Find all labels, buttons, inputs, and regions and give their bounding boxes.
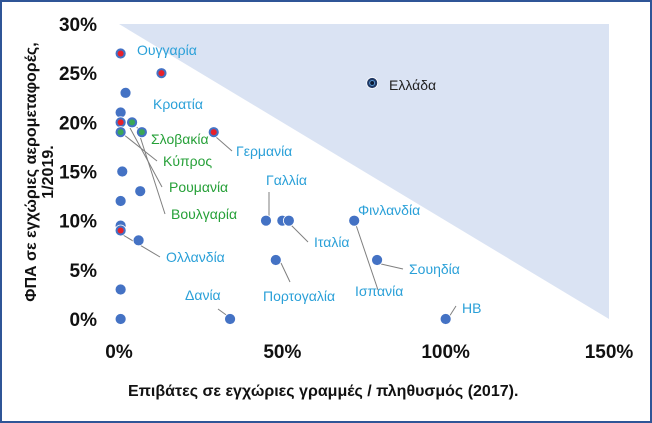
point-label: Πορτογαλία [263, 288, 335, 304]
leader-line [136, 126, 166, 215]
point-label: Κύπρος [163, 153, 212, 169]
data-point [224, 313, 236, 325]
data-point [119, 86, 132, 99]
data-point [114, 313, 127, 325]
data-point [114, 106, 127, 119]
data-point [282, 214, 295, 227]
data-point [114, 195, 127, 207]
y-tick-label: 30% [59, 15, 97, 36]
leader-line [280, 262, 291, 283]
point-label: Κροατία [153, 96, 203, 112]
data-point [114, 283, 127, 296]
x-tick-label: 50% [263, 342, 301, 363]
leader-line [129, 127, 163, 188]
point-label: Ελλάδα [389, 77, 436, 93]
point-label: Γαλλία [266, 172, 307, 188]
data-point-inner [210, 129, 217, 136]
point-label: Ιταλία [314, 234, 350, 250]
leader-line [215, 136, 233, 152]
point-label: Ολλανδία [166, 249, 225, 265]
leader-line [122, 234, 161, 258]
point-labels: Ουγγαρία Κροατία Ελλάδα Σλοβακία Κύπρος Ρουμα… [137, 42, 481, 316]
x-tick-labels: 0% 50% 100% 150% [105, 342, 633, 363]
data-point-inner [138, 129, 145, 136]
leader-lines [122, 126, 457, 318]
point-label: Δανία [185, 287, 221, 303]
point-label: Ουγγαρία [137, 42, 197, 58]
data-point [269, 254, 282, 266]
x-axis-title: Επιβάτες σε εγχώριες γραμμές / πληθυσμός… [128, 383, 518, 400]
shaded-region [119, 24, 609, 319]
leader-line [448, 305, 457, 318]
y-tick-label: 5% [70, 261, 98, 282]
data-point [371, 254, 383, 266]
data-point [116, 165, 129, 178]
y-tick-labels: 0% 5% 10% 15% 20% 25% 30% [59, 15, 97, 331]
y-tick-label: 10% [59, 212, 97, 233]
data-point [132, 234, 145, 247]
data-point-inner [129, 119, 136, 126]
data-point-inner [117, 129, 124, 136]
data-point [348, 214, 361, 227]
point-label: Ρουμανία [169, 179, 228, 195]
y-tick-label: 25% [59, 64, 97, 85]
data-point [134, 185, 147, 198]
point-label: Φινλανδία [358, 202, 420, 218]
leader-line [122, 133, 158, 162]
leader-line [289, 223, 309, 243]
data-point [439, 313, 452, 325]
data-point-inner [117, 227, 124, 234]
y-tick-label: 15% [59, 163, 97, 184]
data-point [260, 214, 272, 227]
y-axis-title-line2: 1/2019. [40, 145, 57, 198]
point-label: Ισπανία [355, 283, 403, 299]
data-point-inner [158, 70, 165, 77]
point-label: Βουλγαρία [171, 206, 237, 222]
y-axis-title-line1: ΦΠΑ σε εγχώριες αερομεταφορές, [23, 42, 40, 301]
leader-line [355, 224, 379, 291]
x-tick-label: 0% [105, 342, 133, 363]
data-points [114, 47, 452, 325]
x-tick-label: 100% [421, 342, 470, 363]
data-point-inner [117, 119, 124, 126]
point-label: Γερμανία [236, 143, 292, 159]
leader-line [380, 263, 404, 270]
data-point-inner [369, 80, 376, 86]
point-label: ΗΒ [462, 300, 481, 316]
point-label: Σουηδία [409, 261, 460, 277]
x-tick-label: 150% [585, 342, 634, 363]
y-tick-label: 0% [70, 310, 98, 331]
point-label: Σλοβακία [151, 131, 209, 147]
data-point-inner [117, 50, 124, 57]
y-tick-label: 20% [59, 113, 97, 134]
